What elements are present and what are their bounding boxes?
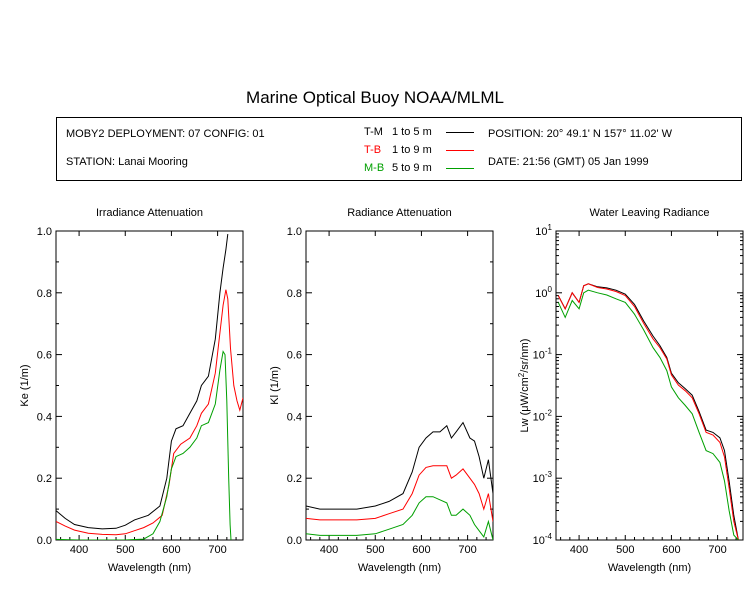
y-tick-label-0-2: 0.4 bbox=[37, 411, 52, 423]
series-line-m-b-1 bbox=[306, 496, 493, 540]
legend-line-mb bbox=[446, 168, 474, 169]
y-tick-label-2-0: 10-4 bbox=[533, 532, 553, 547]
position-text: POSITION: 20° 49.1' N 157° 11.02' W bbox=[488, 128, 672, 140]
legend-code-tb: T-B bbox=[364, 144, 382, 156]
legend-range-tm: 1 to 5 m bbox=[392, 126, 432, 138]
date-text: DATE: 21:56 (GMT) 05 Jan 1999 bbox=[488, 156, 649, 168]
y-tick-label-2-1: 10-3 bbox=[533, 470, 553, 485]
x-tick-label-0-3: 700 bbox=[208, 544, 226, 556]
legend-range-tb: 1 to 9 m bbox=[392, 144, 432, 156]
x-tick-label-0-1: 500 bbox=[116, 544, 134, 556]
series-line-t-m-0 bbox=[56, 234, 229, 530]
y-tick-label-1-4: 0.8 bbox=[287, 288, 302, 300]
chart-title-0: Irradiance Attenuation bbox=[96, 207, 203, 219]
x-tick-label-0-0: 400 bbox=[70, 544, 88, 556]
y-axis-label-1: Kl (1/m) bbox=[269, 366, 281, 405]
series-line-t-m-2 bbox=[557, 283, 739, 540]
series-line-m-b-2 bbox=[557, 289, 739, 540]
y-axis-label-2: Lw (μW/cm2/sr/nm) bbox=[517, 339, 531, 433]
station-text: STATION: Lanai Mooring bbox=[66, 156, 188, 168]
plot-frame-0 bbox=[55, 230, 244, 541]
y-tick-label-0-0: 0.0 bbox=[37, 535, 52, 547]
y-tick-label-0-5: 1.0 bbox=[37, 226, 52, 238]
y-tick-label-2-4: 100 bbox=[535, 285, 552, 300]
plot-frame-1 bbox=[305, 230, 494, 541]
y-tick-label-2-5: 101 bbox=[535, 223, 552, 238]
y-tick-label-2-2: 10-2 bbox=[533, 408, 553, 423]
legend-line-tb bbox=[446, 150, 474, 151]
series-line-t-b-2 bbox=[557, 283, 739, 540]
legend-range-mb: 5 to 9 m bbox=[392, 162, 432, 174]
legend-code-tm: T-M bbox=[364, 126, 383, 138]
x-tick-label-1-0: 400 bbox=[320, 544, 338, 556]
y-tick-label-1-1: 0.2 bbox=[287, 473, 302, 485]
x-tick-label-2-1: 500 bbox=[616, 544, 634, 556]
x-tick-label-1-3: 700 bbox=[458, 544, 476, 556]
series-line-m-b-0 bbox=[56, 350, 232, 540]
x-tick-label-0-2: 600 bbox=[162, 544, 180, 556]
y-tick-label-1-5: 1.0 bbox=[287, 226, 302, 238]
x-axis-label-1: Wavelength (nm) bbox=[358, 562, 441, 574]
series-line-t-b-1 bbox=[306, 465, 493, 522]
y-tick-label-0-3: 0.6 bbox=[37, 350, 52, 362]
legend-line-tm bbox=[446, 132, 474, 133]
x-tick-label-2-2: 600 bbox=[662, 544, 680, 556]
chart-title-2: Water Leaving Radiance bbox=[589, 207, 709, 219]
y-tick-label-1-0: 0.0 bbox=[287, 535, 302, 547]
x-tick-label-2-3: 700 bbox=[708, 544, 726, 556]
chart-title-1: Radiance Attenuation bbox=[347, 207, 452, 219]
y-tick-label-1-3: 0.6 bbox=[287, 350, 302, 362]
deployment-text: MOBY2 DEPLOYMENT: 07 CONFIG: 01 bbox=[66, 128, 265, 140]
info-box: MOBY2 DEPLOYMENT: 07 CONFIG: 01 STATION:… bbox=[56, 117, 742, 181]
y-tick-label-0-1: 0.2 bbox=[37, 473, 52, 485]
series-line-t-m-1 bbox=[306, 421, 493, 510]
plot-frame-2 bbox=[555, 230, 744, 541]
x-tick-label-1-1: 500 bbox=[366, 544, 384, 556]
x-tick-label-1-2: 600 bbox=[412, 544, 430, 556]
y-tick-label-2-3: 10-1 bbox=[533, 347, 553, 362]
series-line-t-b-0 bbox=[56, 289, 243, 536]
y-tick-label-1-2: 0.4 bbox=[287, 411, 302, 423]
y-tick-label-0-4: 0.8 bbox=[37, 288, 52, 300]
y-axis-label-0: Ke (1/m) bbox=[19, 364, 31, 406]
page-title: Marine Optical Buoy NOAA/MLML bbox=[246, 88, 504, 107]
x-tick-label-2-0: 400 bbox=[570, 544, 588, 556]
x-axis-label-0: Wavelength (nm) bbox=[108, 562, 191, 574]
legend-code-mb: M-B bbox=[364, 162, 385, 174]
x-axis-label-2: Wavelength (nm) bbox=[608, 562, 691, 574]
